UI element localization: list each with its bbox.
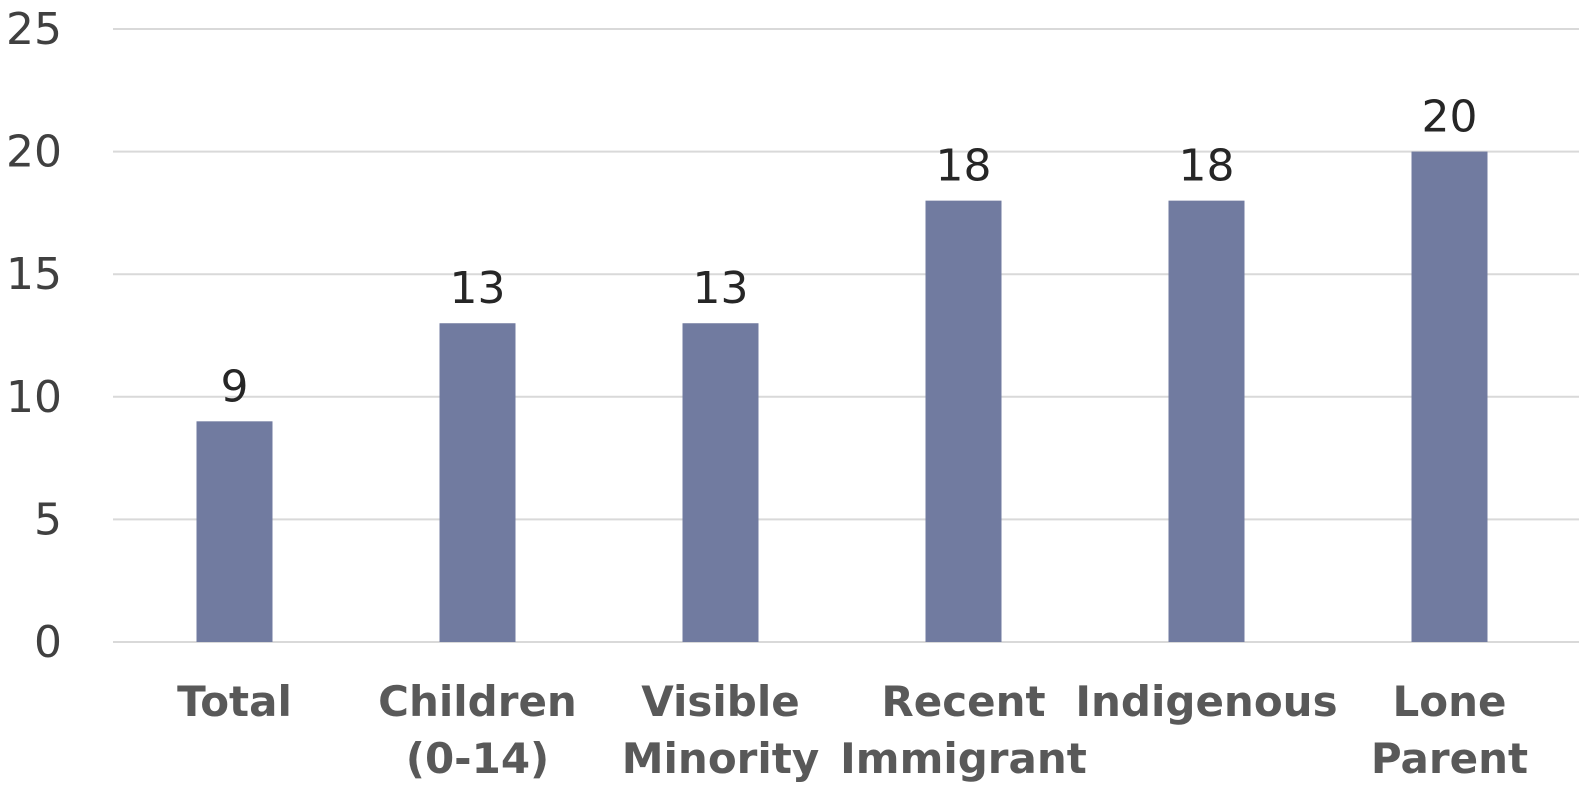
bars <box>196 151 1488 642</box>
category-label: Total <box>177 677 292 726</box>
data-label: 13 <box>450 263 506 314</box>
category-label: Children <box>378 677 577 726</box>
data-label: 18 <box>1179 141 1235 192</box>
data-label: 9 <box>221 361 249 412</box>
category-label: Immigrant <box>840 734 1087 783</box>
y-axis-ticks: 0 5 10 15 20 25 <box>6 4 62 668</box>
bar <box>196 421 273 642</box>
x-axis-categories: Total Children (0-14) Visible Minority Recent… <box>177 677 1528 783</box>
category-label: Minority <box>622 734 820 783</box>
bar <box>1168 200 1245 642</box>
y-tick-label: 15 <box>6 249 62 300</box>
data-labels: 9 13 13 18 18 20 <box>221 92 1478 413</box>
bar <box>925 200 1002 642</box>
data-label: 13 <box>693 263 749 314</box>
category-label: Recent <box>881 677 1045 726</box>
y-tick-label: 5 <box>34 494 62 545</box>
category-label: Parent <box>1371 734 1528 783</box>
category-label: (0-14) <box>406 734 550 783</box>
bar <box>1411 151 1488 642</box>
category-label: Indigenous <box>1075 677 1337 726</box>
y-tick-label: 10 <box>6 372 62 423</box>
data-label: 18 <box>936 141 992 192</box>
bar <box>682 323 759 642</box>
category-label: Visible <box>641 677 800 726</box>
y-tick-label: 25 <box>6 4 62 55</box>
bar <box>439 323 516 642</box>
y-tick-label: 20 <box>6 127 62 178</box>
y-tick-label: 0 <box>34 617 62 668</box>
data-label: 20 <box>1422 92 1478 143</box>
category-label: Lone <box>1392 677 1506 726</box>
gridlines <box>113 28 1579 643</box>
